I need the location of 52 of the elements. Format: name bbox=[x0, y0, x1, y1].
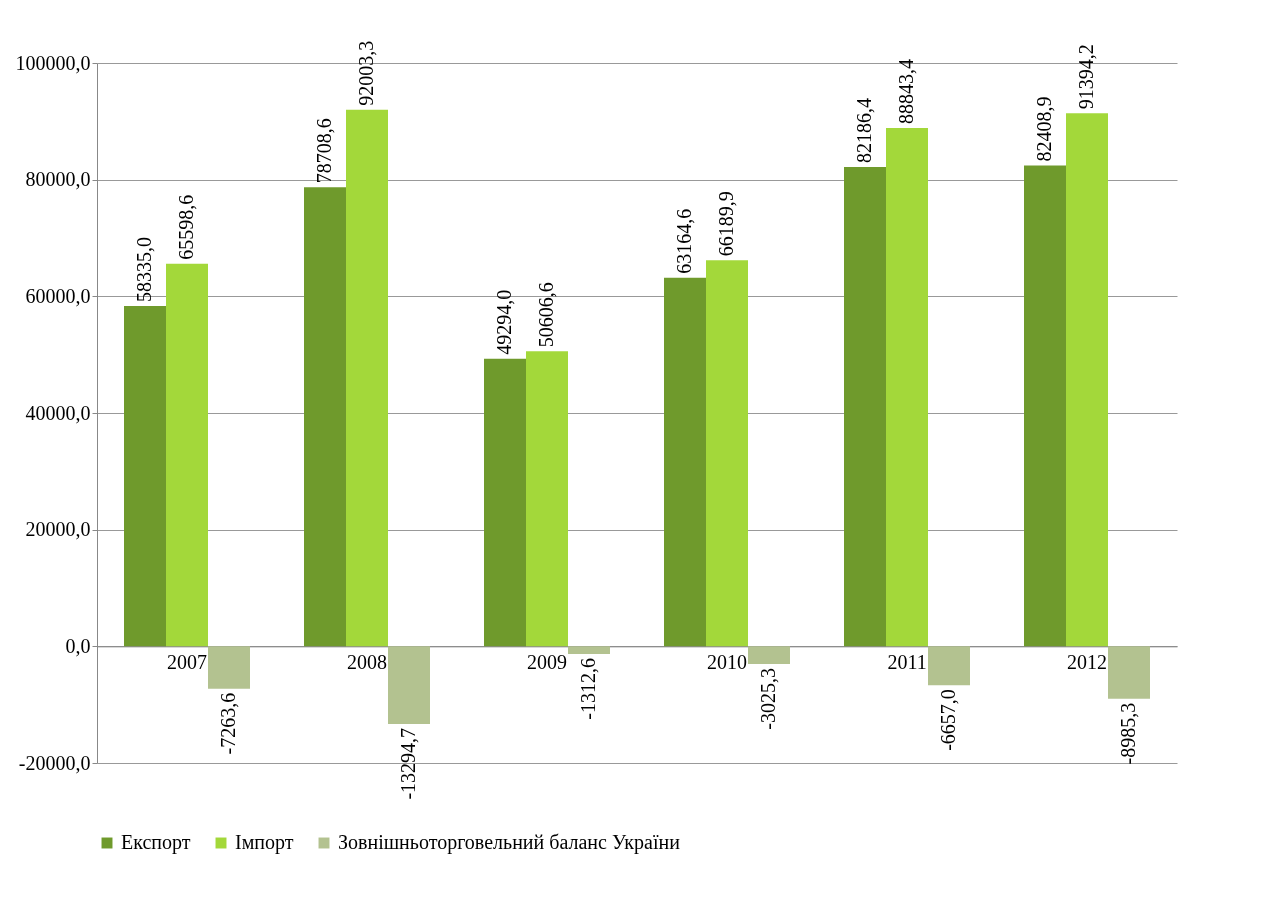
data-label: 66189,9 bbox=[715, 191, 737, 257]
y-tick-label: 20000,0 bbox=[25, 518, 91, 541]
x-tick-label: 2008 bbox=[347, 650, 387, 673]
data-label: -13294,7 bbox=[397, 727, 419, 800]
data-label: 65598,6 bbox=[175, 194, 197, 260]
bar bbox=[748, 646, 790, 664]
bar bbox=[706, 260, 748, 647]
bar bbox=[568, 646, 610, 654]
data-label: 92003,3 bbox=[355, 40, 377, 106]
data-label: 63164,6 bbox=[673, 208, 695, 274]
legend-label: Експорт bbox=[121, 831, 191, 854]
y-tick-label: -20000,0 bbox=[18, 751, 91, 774]
x-tick-label: 2011 bbox=[887, 650, 927, 673]
bar bbox=[1108, 646, 1150, 699]
bar bbox=[1024, 165, 1066, 647]
x-tick-label: 2009 bbox=[527, 650, 567, 673]
bar bbox=[1066, 113, 1108, 647]
data-label: 82408,9 bbox=[1033, 96, 1055, 162]
x-tick-label: 2012 bbox=[1067, 650, 1107, 673]
data-label: 49294,0 bbox=[493, 289, 515, 355]
bar bbox=[526, 351, 568, 647]
bar bbox=[208, 646, 250, 689]
bar bbox=[844, 166, 886, 647]
x-tick-label: 2010 bbox=[707, 650, 747, 673]
data-label: -3025,3 bbox=[757, 667, 779, 730]
bar bbox=[166, 263, 208, 647]
bar bbox=[484, 358, 526, 647]
data-label: -1312,6 bbox=[577, 657, 599, 720]
y-tick-label: 60000,0 bbox=[25, 284, 91, 307]
data-label: 88843,4 bbox=[895, 59, 917, 125]
y-tick-label: 100000,0 bbox=[15, 51, 91, 74]
legend-label: Зовнішньоторговельний баланс України bbox=[338, 831, 681, 854]
y-tick-label: 0,0 bbox=[65, 634, 91, 657]
bar bbox=[304, 187, 346, 647]
data-label: 78708,6 bbox=[313, 118, 335, 184]
data-label: 50606,6 bbox=[535, 282, 557, 348]
data-label: 91394,2 bbox=[1075, 44, 1097, 110]
x-tick-label: 2007 bbox=[167, 650, 207, 673]
y-tick-label: 40000,0 bbox=[25, 401, 91, 424]
data-label: -8985,3 bbox=[1117, 702, 1139, 765]
legend-label: Імпорт bbox=[235, 831, 294, 854]
bar bbox=[886, 128, 928, 647]
data-label: 82186,4 bbox=[853, 97, 875, 163]
bar bbox=[928, 646, 970, 686]
bar bbox=[388, 646, 430, 724]
bar bbox=[346, 109, 388, 647]
data-label: -6657,0 bbox=[937, 689, 959, 751]
data-label: 58335,0 bbox=[133, 237, 155, 303]
bar bbox=[124, 306, 166, 647]
bar bbox=[664, 277, 706, 647]
y-tick-label: 80000,0 bbox=[25, 168, 91, 191]
data-label: -7263,6 bbox=[217, 692, 239, 755]
